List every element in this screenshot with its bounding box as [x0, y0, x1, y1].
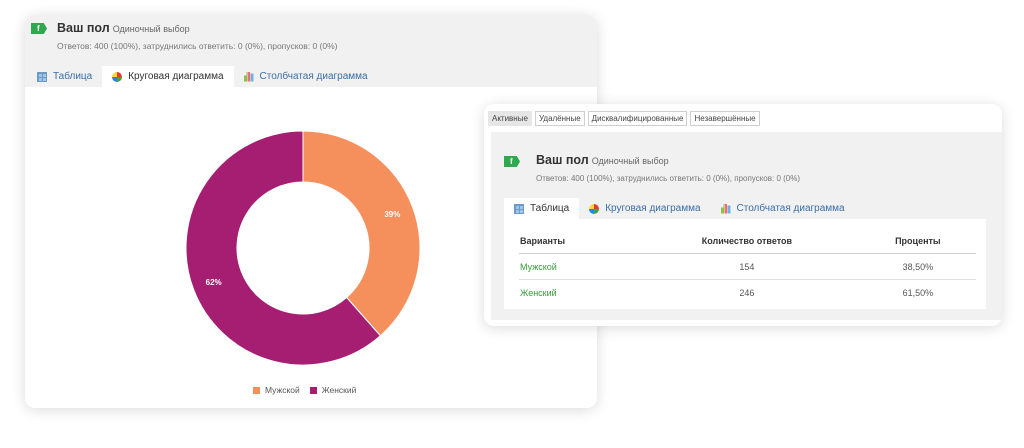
- question-type: Одиночный выбор: [112, 24, 190, 34]
- results-table: Варианты Количество ответов Проценты Муж…: [519, 229, 976, 305]
- column-header-percent: Проценты: [859, 229, 976, 254]
- legend-item-male[interactable]: Мужской: [253, 385, 300, 395]
- legend-label: Мужской: [265, 385, 300, 395]
- question-flag-badge: f: [31, 23, 47, 34]
- tab-label: Столбчатая диаграмма: [736, 203, 845, 214]
- count-cell: 246: [739, 287, 755, 298]
- question-stats: Ответов: 400 (100%), затруднились ответи…: [536, 174, 801, 183]
- pie-slice-female[interactable]: [185, 130, 382, 366]
- tab-bar-chart[interactable]: Столбчатая диаграмма: [234, 66, 378, 87]
- legend-swatch: [253, 386, 260, 394]
- question-title: Ваш пол: [536, 153, 589, 167]
- question-type: Одиночный выбор: [591, 156, 669, 166]
- table-icon: [514, 203, 524, 214]
- question-title-row: Ваш пол Одиночный выбор: [57, 21, 190, 35]
- count-cell: 154: [634, 253, 860, 280]
- tab-pie-chart[interactable]: Круговая диаграмма: [102, 66, 234, 87]
- legend-label: Женский: [321, 385, 357, 395]
- bar-chart-icon: [720, 203, 731, 214]
- percent-cell: 61,50%: [902, 287, 934, 298]
- pie-slice-male[interactable]: [302, 130, 421, 337]
- filter-disqualified[interactable]: Дисквалифицированные: [587, 111, 688, 126]
- column-header-count: Количество ответов: [634, 229, 860, 254]
- results-table-container: Варианты Количество ответов Проценты Муж…: [504, 219, 986, 309]
- legend-item-female[interactable]: Женский: [309, 385, 357, 395]
- tab-pie-chart[interactable]: Круговая диаграмма: [579, 198, 710, 219]
- tab-table[interactable]: Таблица: [27, 66, 102, 87]
- tab-bar-chart[interactable]: Столбчатая диаграмма: [711, 198, 855, 219]
- question-title: Ваш пол: [57, 21, 110, 35]
- data-label-male: 39%: [384, 210, 400, 219]
- bar-chart-icon: [243, 71, 254, 82]
- table-header-row: Варианты Количество ответов Проценты: [519, 229, 976, 254]
- filter-incomplete[interactable]: Незавершённые: [690, 111, 760, 126]
- pie-chart-icon: [112, 71, 123, 82]
- question-card-table: Активные Удалённые Дисквалифицированные …: [484, 104, 1002, 326]
- tab-label: Столбчатая диаграмма: [259, 71, 368, 82]
- question-header: f Ваш пол Одиночный выбор Ответов: 400 (1…: [25, 15, 597, 87]
- percent-cell: 38,50%: [859, 253, 976, 280]
- chart-legend: Мужской Женский: [253, 385, 366, 395]
- filter-deleted[interactable]: Удалённые: [534, 111, 585, 126]
- filter-active[interactable]: Активные: [488, 111, 532, 126]
- question-title-row: Ваш пол Одиночный выбор: [536, 153, 669, 167]
- view-tabs: Таблица Круговая диаграмма Столбчатая ди…: [27, 66, 378, 87]
- view-tabs: Таблица Круговая диаграмма Столбчатая ди…: [504, 198, 855, 219]
- tab-label: Таблица: [530, 203, 570, 214]
- table-icon: [37, 71, 47, 82]
- table-row: Женский 246 61,50%: [519, 280, 976, 306]
- tab-label: Круговая диаграмма: [605, 203, 701, 214]
- option-cell[interactable]: Женский: [520, 287, 557, 298]
- data-label-female: 62%: [206, 278, 222, 287]
- tab-label: Круговая диаграмма: [128, 71, 224, 82]
- donut-chart: 39% 62%: [185, 130, 421, 366]
- tab-label: Таблица: [53, 71, 93, 82]
- pie-chart-icon: [589, 203, 600, 214]
- question-stats: Ответов: 400 (100%), затруднились ответи…: [57, 41, 338, 51]
- question-flag-badge: f: [504, 156, 520, 167]
- option-cell[interactable]: Мужской: [519, 253, 635, 280]
- question-panel: f Ваш пол Одиночный выбор Ответов: 400 (1…: [491, 132, 1002, 320]
- table-row: Мужской 154 38,50%: [519, 253, 976, 280]
- response-filters: Активные Удалённые Дисквалифицированные …: [488, 111, 763, 126]
- pie-chart-area: 39% 62%: [25, 87, 597, 408]
- column-header-options: Варианты: [519, 229, 635, 254]
- tab-table[interactable]: Таблица: [504, 198, 580, 219]
- legend-swatch: [309, 386, 317, 394]
